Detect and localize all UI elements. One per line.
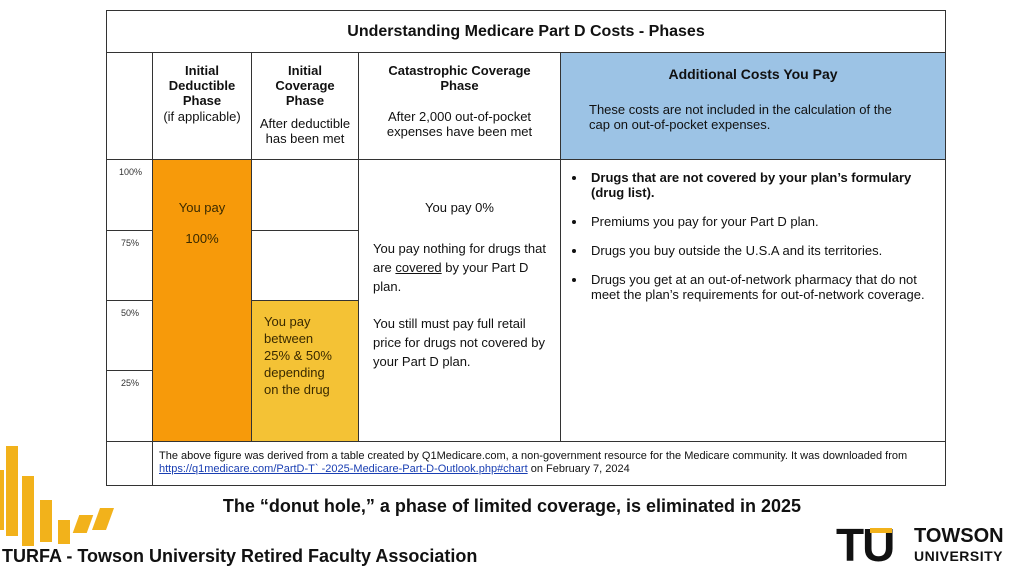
logo-line2: UNIVERSITY — [914, 548, 1004, 564]
percent-scale-cell: 100% 75% 50% 25% — [106, 159, 153, 442]
table-title: Understanding Medicare Part D Costs - Ph… — [106, 10, 946, 53]
header-initial-coverage: Initial Coverage Phase After deductible … — [251, 52, 359, 160]
scale-divider-75 — [107, 230, 152, 231]
additional-costs-note: These costs are not included in the calc… — [589, 102, 892, 132]
slide-caption: The “donut hole,” a phase of limited cov… — [222, 496, 802, 516]
coverage-pay-text: You pay between 25% & 50% depending on t… — [264, 314, 332, 397]
percent-label-25: 25% — [121, 378, 140, 388]
table-footnote: The above figure was derived from a tabl… — [152, 441, 946, 486]
header-catastrophic: Catastrophic Coverage Phase After 2,000 … — [358, 52, 561, 160]
catastrophic-title: Catastrophic Coverage Phase — [388, 63, 531, 93]
percent-label-75: 75% — [121, 238, 140, 248]
percent-label-50: 50% — [121, 308, 140, 318]
additional-costs-list-cell: Drugs that are not covered by your plan’… — [560, 159, 946, 442]
coverage-pay-bar: You pay between 25% & 50% depending on t… — [252, 300, 358, 441]
medicare-part-d-table: Understanding Medicare Part D Costs - Ph… — [106, 10, 946, 486]
initial-coverage-note: After deductible has been met — [259, 116, 351, 146]
source-link[interactable]: https://q1medicare.com/PartD-T` -2025-Me… — [159, 463, 528, 475]
coverage-pay-cell: You pay between 25% & 50% depending on t… — [251, 159, 359, 442]
scale-divider-25 — [107, 370, 152, 371]
percent-label-100: 100% — [119, 167, 143, 177]
deductible-pay-label: You pay — [178, 200, 226, 215]
deductible-pay-percent: 100% — [185, 231, 219, 246]
catastrophic-text-not-covered: You still must pay full retail price for… — [373, 316, 545, 369]
logo-line1: TOWSON — [914, 525, 1004, 547]
empty-corner-cell — [106, 52, 153, 160]
deductible-pay-bar: You pay 100% — [152, 159, 252, 442]
header-additional-costs: Additional Costs You Pay These costs are… — [560, 52, 946, 160]
additional-costs-list: Drugs that are not covered by your plan’… — [561, 170, 945, 302]
additional-costs-title: Additional Costs You Pay — [668, 66, 838, 82]
catastrophic-note: After 2,000 out-of-pocket expenses have … — [386, 109, 533, 139]
towson-logo: TU TOWSON UNIVERSITY — [836, 522, 1022, 572]
catastrophic-pay-cell: You pay 0% You pay nothing for drugs tha… — [358, 159, 561, 442]
list-item: Premiums you pay for your Part D plan. — [587, 214, 945, 229]
list-item: Drugs that are not covered by your plan’… — [587, 170, 945, 200]
footer-association-name: TURFA - Towson University Retired Facult… — [2, 546, 478, 566]
list-item: Drugs you buy outside the U.S.A and its … — [587, 243, 945, 258]
header-initial-deductible: Initial Deductible Phase (if applicable) — [152, 52, 252, 160]
list-item: Drugs you get at an out-of-network pharm… — [587, 272, 945, 302]
logo-gold-accent — [870, 528, 892, 533]
initial-deductible-title: Initial Deductible Phase — [168, 63, 236, 108]
scale-divider-50 — [107, 300, 152, 301]
catastrophic-pay-label: You pay 0% — [425, 200, 494, 215]
empty-footer-cell — [106, 441, 153, 486]
initial-deductible-note: (if applicable) — [163, 109, 241, 124]
initial-coverage-title: Initial Coverage Phase — [275, 63, 335, 108]
covered-underline: covered — [395, 260, 442, 275]
coverage-divider-75 — [252, 230, 358, 231]
catastrophic-text-covered: You pay nothing for drugs that are cover… — [373, 241, 546, 294]
